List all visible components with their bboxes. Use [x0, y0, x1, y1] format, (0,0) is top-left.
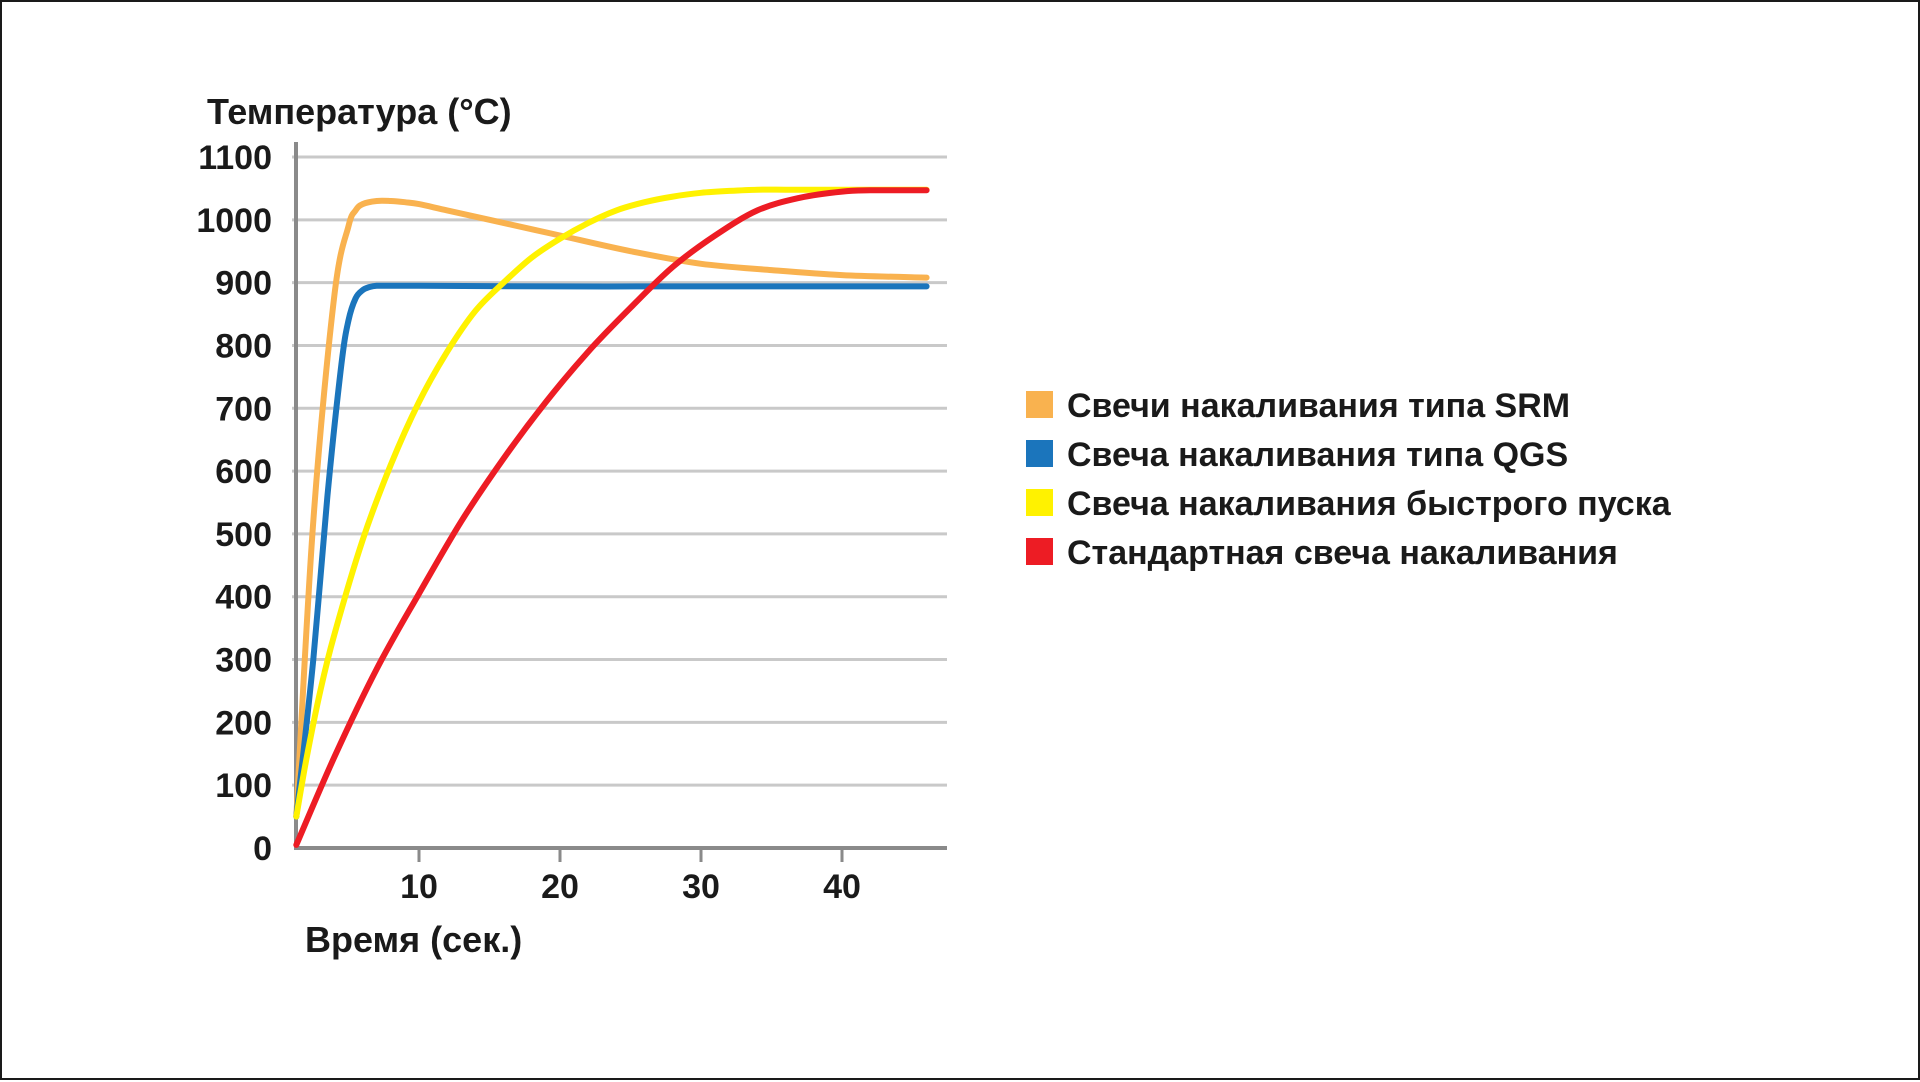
series-line-2 [293, 186, 930, 820]
y-tick-200: 200 [215, 704, 272, 742]
y-tick-700: 700 [215, 390, 272, 428]
y-tick-600: 600 [215, 453, 272, 491]
legend-swatch-2 [1026, 489, 1053, 516]
y-tick-900: 900 [215, 265, 272, 303]
legend-label-2: Свеча накаливания быстрого пуска [1067, 485, 1672, 523]
legend-label-0: Свечи накаливания типа SRM [1067, 387, 1570, 425]
grid-lines [292, 155, 947, 787]
series-line-3 [293, 187, 930, 848]
x-tick-10: 10 [400, 868, 438, 906]
series-line-1 [293, 282, 930, 820]
series-line-0 [293, 197, 930, 820]
x-tick-labels: 10 20 30 40 [400, 868, 861, 906]
y-tick-800: 800 [215, 327, 272, 365]
y-tick-1100: 1100 [198, 139, 272, 177]
x-tick-30: 30 [682, 868, 720, 906]
y-tick-labels: 0 100 200 300 400 500 600 700 800 900 1000 1100 [196, 139, 272, 868]
x-tick-20: 20 [541, 868, 579, 906]
legend-swatch-0 [1026, 391, 1053, 418]
legend-swatch-1 [1026, 440, 1053, 467]
y-axis-label: Температура (°С) [207, 91, 512, 132]
legend-swatch-3 [1026, 538, 1053, 565]
y-tick-100: 100 [215, 767, 272, 805]
legend-label-3: Стандартная свеча накаливания [1067, 534, 1618, 572]
y-tick-1000: 1000 [196, 202, 272, 240]
axes [294, 142, 947, 862]
y-tick-500: 500 [215, 516, 272, 554]
y-tick-400: 400 [215, 579, 272, 617]
x-tick-40: 40 [823, 868, 861, 906]
series-lines [293, 186, 930, 848]
x-axis-label: Время (сек.) [305, 919, 522, 960]
y-tick-0: 0 [253, 830, 272, 868]
legend-label-1: Свеча накаливания типа QGS [1067, 436, 1568, 474]
legend: Свечи накаливания типа SRM Свеча накалива… [1026, 387, 1672, 572]
y-tick-300: 300 [215, 642, 272, 680]
